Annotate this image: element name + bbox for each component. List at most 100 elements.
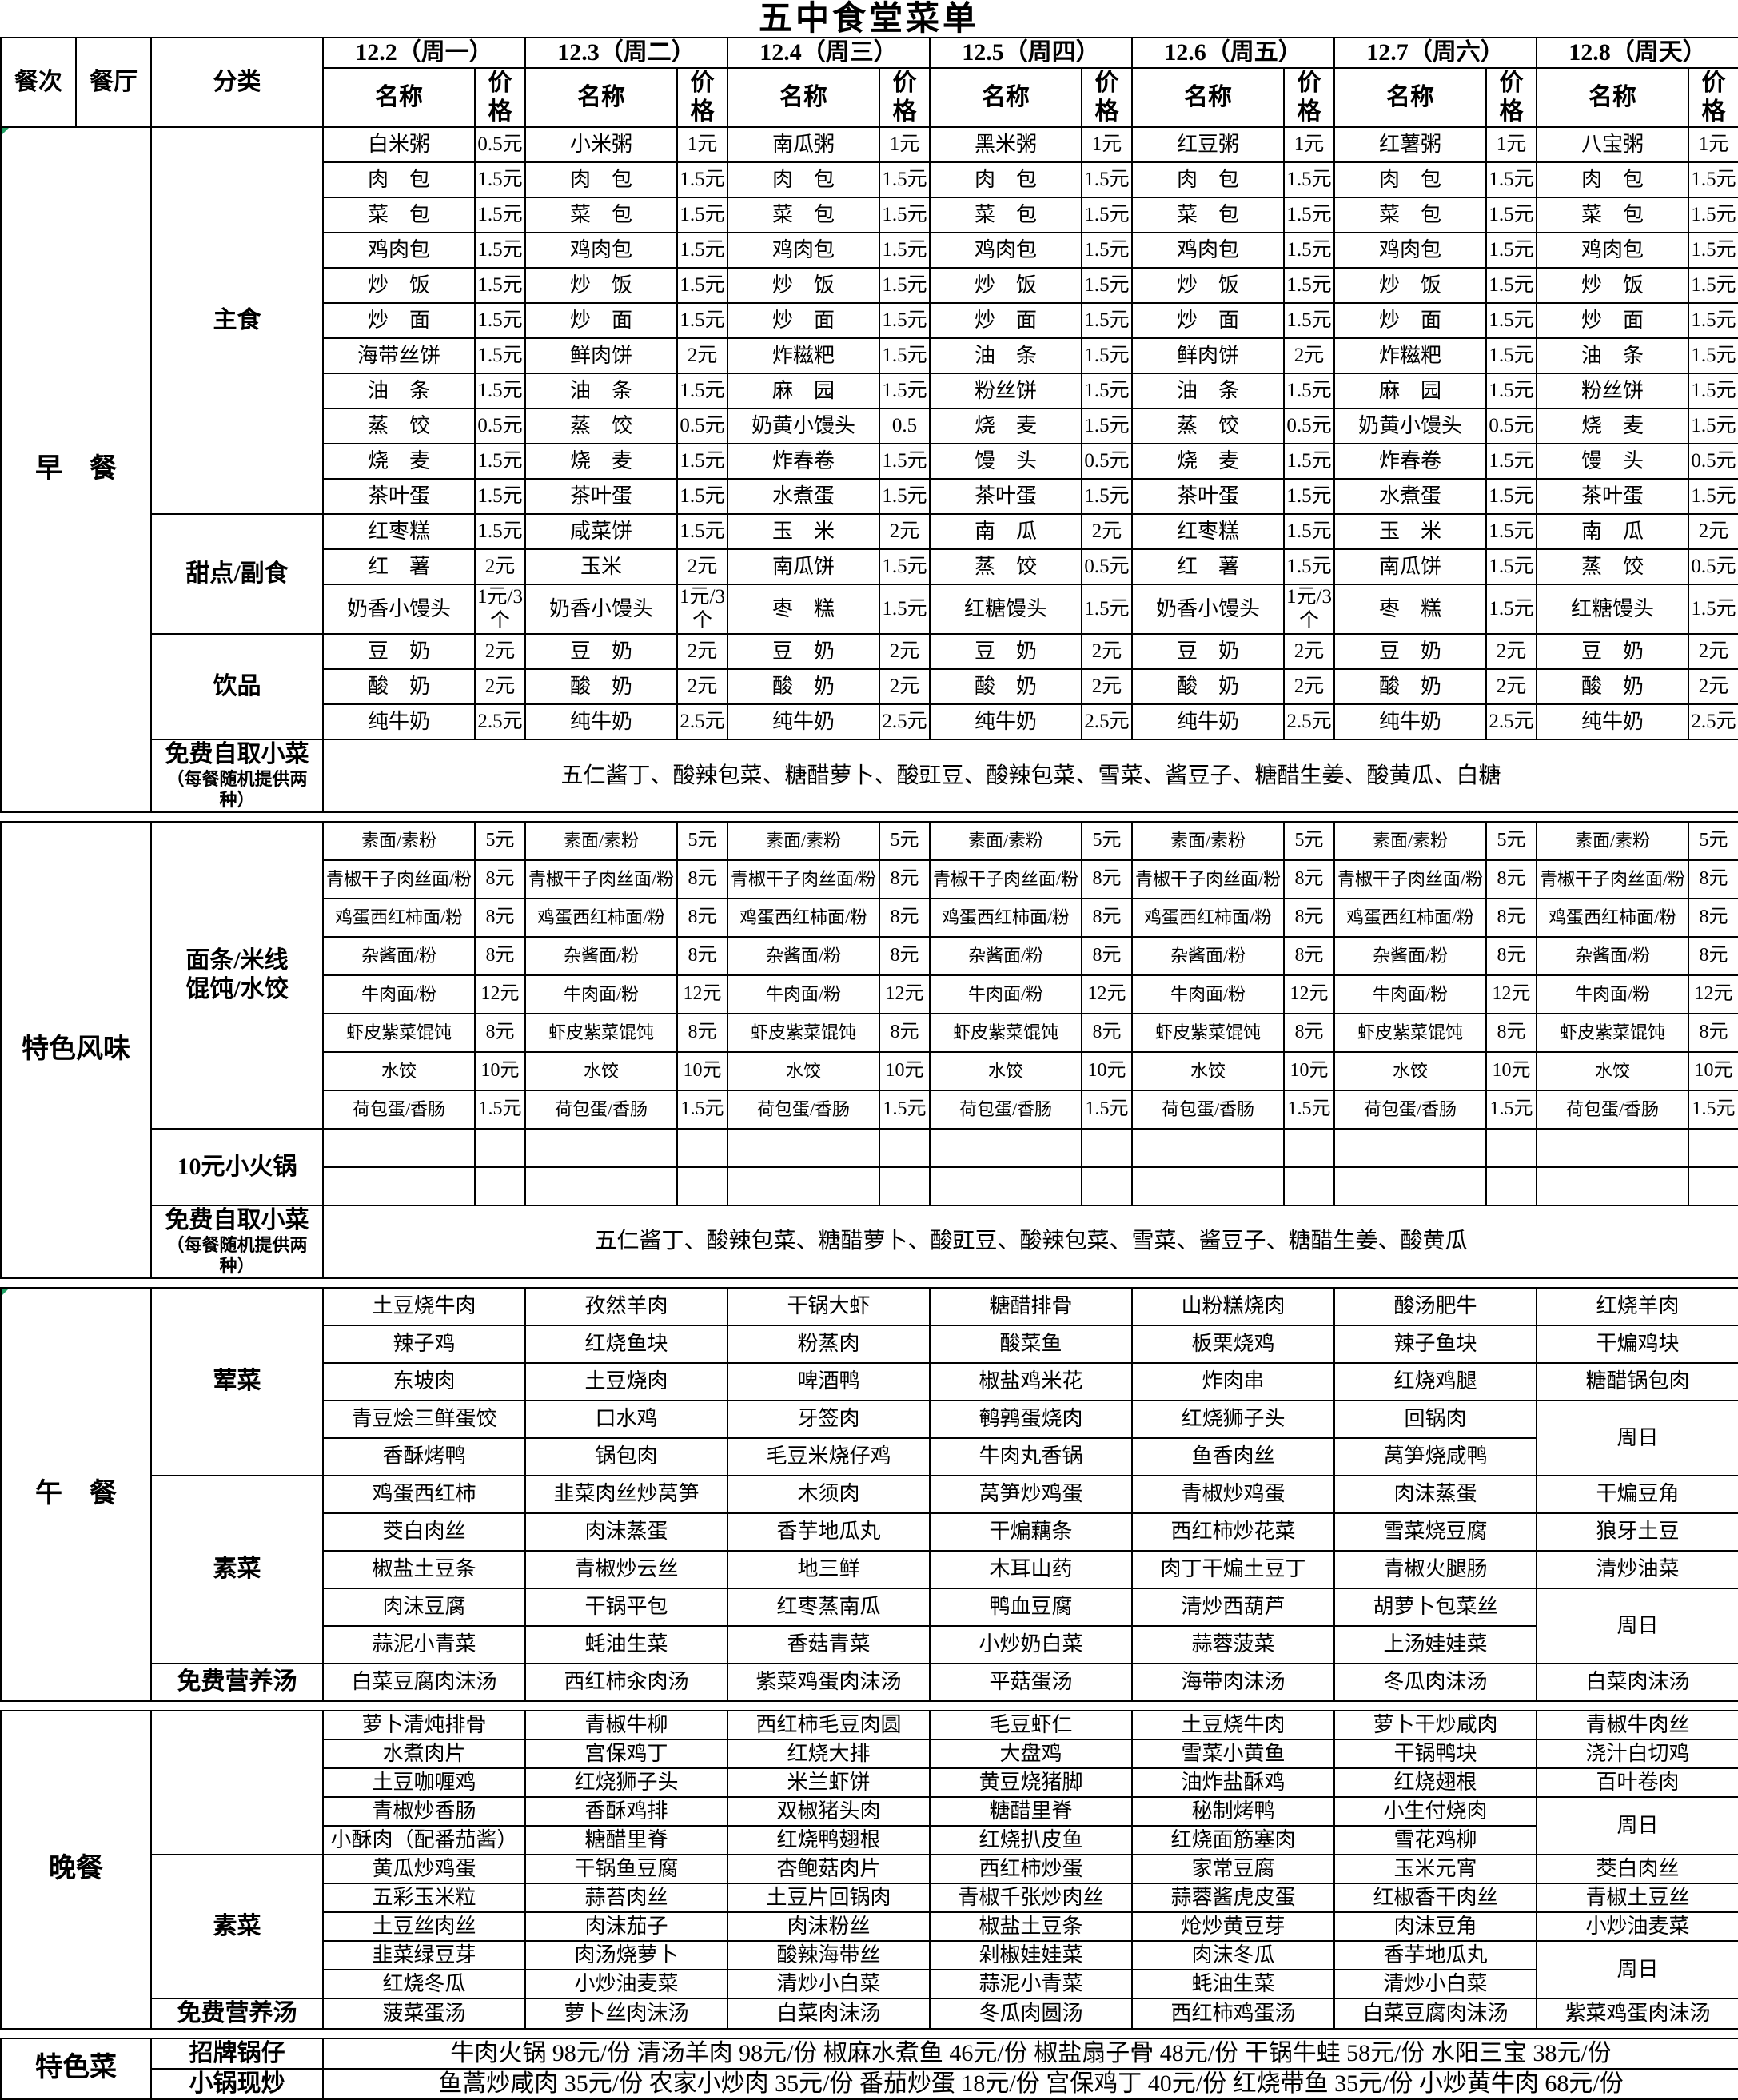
- header-price-3: 价格: [1081, 67, 1133, 128]
- dish-name-cell: 蒸 饺: [1131, 408, 1285, 444]
- dish-cell: 韭菜肉丝炒莴笋: [524, 1474, 728, 1514]
- dish-cell: 孜然羊肉: [524, 1286, 728, 1326]
- dish-cell: 茭白肉丝: [322, 1512, 526, 1552]
- category-cell: 素菜: [150, 1853, 324, 1999]
- dish-price-cell: 1.5元: [879, 373, 931, 409]
- dish-name-cell: 荷包蛋/香肠: [1333, 1089, 1487, 1130]
- dish-name-cell: 纯牛奶: [524, 703, 678, 740]
- header-price-0: 价格: [474, 67, 526, 128]
- dish-cell: 肉沫豆角: [1333, 1911, 1537, 1942]
- dish-name-cell: 豆 奶: [1536, 633, 1689, 670]
- dish-cell: 糖醋里脊: [929, 1795, 1133, 1827]
- dish-cell: 青椒炒香肠: [322, 1795, 526, 1827]
- dish-cell: 东坡肉: [322, 1361, 526, 1401]
- closed-day-cell: 周日: [1536, 1399, 1738, 1476]
- header-price-4: 价格: [1283, 67, 1335, 128]
- dish-price-cell: 0.5元: [1688, 443, 1738, 480]
- dish-cell: 粉蒸肉: [727, 1324, 931, 1364]
- dish-name-cell: 纯牛奶: [322, 703, 476, 740]
- dish-price-cell: 1.5元: [474, 1089, 526, 1130]
- dish-cell: 萝卜丝肉沫汤: [524, 1997, 728, 2030]
- dish-price-cell: [1688, 1166, 1738, 1206]
- dish-name-cell: 青椒干子肉丝面/粉: [727, 859, 880, 899]
- dish-cell: 青椒千张炒肉丝: [929, 1882, 1133, 1913]
- dish-price-cell: 1.5元: [879, 232, 931, 269]
- dish-price-cell: 1.5元: [1283, 443, 1335, 480]
- dish-name-cell: 杂酱面/粉: [1536, 935, 1689, 976]
- section-separator: [1, 1700, 1738, 1711]
- dish-name-cell: 炒 面: [322, 302, 476, 339]
- dish-price-cell: 1.5元: [1688, 408, 1738, 444]
- header-meal: 餐次: [0, 37, 77, 128]
- dish-name-cell: 杂酱面/粉: [1131, 935, 1285, 976]
- dish-cell: 红烧鸭翅根: [727, 1824, 931, 1855]
- dish-cell: 地三鲜: [727, 1549, 931, 1589]
- dish-price-cell: 1.5元: [1283, 478, 1335, 515]
- dish-price-cell: 10元: [1283, 1050, 1335, 1091]
- dish-name-cell: 虾皮紫菜馄饨: [727, 1012, 880, 1053]
- dish-name-cell: 红 薯: [322, 548, 476, 585]
- dish-price-cell: 12元: [474, 974, 526, 1014]
- dish-price-cell: 8元: [1081, 859, 1133, 899]
- dish-price-cell: 8元: [1485, 1012, 1537, 1053]
- category-cell: 面条/米线 馄饨/水饺: [150, 820, 324, 1130]
- dish-price-cell: 1.5元: [1081, 232, 1133, 269]
- dish-cell: 椒盐土豆条: [322, 1549, 526, 1589]
- dish-price-cell: 1.5元: [1485, 373, 1537, 409]
- dish-cell: 干锅平包: [524, 1587, 728, 1627]
- dish-name-cell: 奶香小馒头: [322, 584, 476, 635]
- dish-name-cell: 水饺: [1536, 1050, 1689, 1091]
- dish-price-cell: 2元: [879, 633, 931, 670]
- dish-cell: 香菇青菜: [727, 1624, 931, 1664]
- dish-price-cell: 1.5元: [1485, 337, 1537, 374]
- dish-price-cell: 1元/3个: [676, 584, 728, 635]
- dish-cell: 大盘鸡: [929, 1738, 1133, 1769]
- dish-price-cell: 12元: [1485, 974, 1537, 1014]
- dish-name-cell: 麻 园: [727, 373, 880, 409]
- dish-name-cell: 鸡蛋西红柿面/粉: [1131, 897, 1285, 938]
- dish-price-cell: 2.5元: [879, 703, 931, 740]
- dish-cell: 雪菜烧豆腐: [1333, 1512, 1537, 1552]
- header-category: 分类: [150, 37, 324, 128]
- dish-cell: 清炒小白菜: [727, 1968, 931, 1999]
- dish-price-cell: 2.5元: [676, 703, 728, 740]
- dish-name-cell: 红糖馒头: [929, 584, 1082, 635]
- dish-name-cell: 烧 麦: [1536, 408, 1689, 444]
- dish-cell: 上汤娃娃菜: [1333, 1624, 1537, 1664]
- dish-price-cell: 1.5元: [676, 443, 728, 480]
- dish-name-cell: 荷包蛋/香肠: [727, 1089, 880, 1130]
- dish-cell: 肉沫茄子: [524, 1911, 728, 1942]
- dish-cell: 萝卜清炖排骨: [322, 1709, 526, 1740]
- dish-name-cell: 小米粥: [524, 126, 678, 163]
- dish-name-cell: 虾皮紫菜馄饨: [524, 1012, 678, 1053]
- dish-name-cell: 炒 饭: [1131, 267, 1285, 304]
- dish-price-cell: 1.5元: [676, 161, 728, 198]
- free-side-label-cell: 免费自取小菜 （每餐随机提供两种）: [150, 739, 324, 813]
- dish-cell: 鸡蛋西红柿: [322, 1474, 526, 1514]
- header-day-4: 12.6（周五）: [1131, 37, 1335, 69]
- dish-price-cell: 8元: [1485, 935, 1537, 976]
- dish-name-cell: 水饺: [929, 1050, 1082, 1091]
- dish-price-cell: 1.5元: [474, 161, 526, 198]
- header-name-2: 名称: [727, 67, 880, 128]
- dish-cell: 牙签肉: [727, 1399, 931, 1439]
- dish-name-cell: 素面/素粉: [1131, 820, 1285, 861]
- dish-cell: 木须肉: [727, 1474, 931, 1514]
- dish-cell: 蒜苔肉丝: [524, 1882, 728, 1913]
- category-cell: 免费营养汤: [150, 1662, 324, 1702]
- table-header: 餐次 餐厅 分类 12.2（周一） 12.3（周二） 12.4（周三） 12.5（周四） 12…: [0, 37, 1738, 128]
- dish-name-cell: 酸 奶: [1333, 668, 1487, 705]
- dish-price-cell: 1元: [1485, 126, 1537, 163]
- dish-price-cell: 8元: [676, 1012, 728, 1053]
- dish-price-cell: 2元: [1688, 668, 1738, 705]
- dish-price-cell: 1.5元: [879, 1089, 931, 1130]
- dish-price-cell: 2元: [1081, 513, 1133, 550]
- dish-price-cell: 1.5元: [1081, 161, 1133, 198]
- dish-price-cell: 1.5元: [879, 302, 931, 339]
- dish-price-cell: 1.5元: [1283, 1089, 1335, 1130]
- dish-name-cell: 枣 糕: [1333, 584, 1487, 635]
- dish-name-cell: 鸡肉包: [1131, 232, 1285, 269]
- header-price-1: 价格: [676, 67, 728, 128]
- section-label-breakfast: 早 餐: [0, 126, 152, 813]
- dish-price-cell: 1.5元: [1081, 337, 1133, 374]
